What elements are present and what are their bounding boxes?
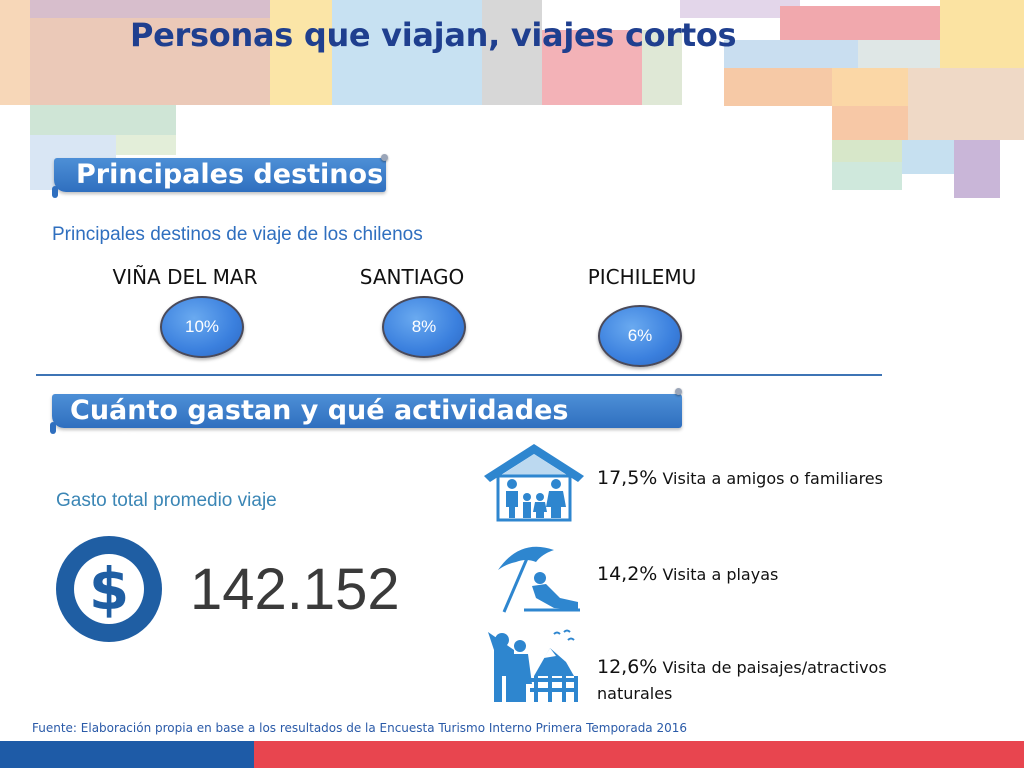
activity-item: 12,6% Visita de paisajes/atractivos natu… [597,654,927,707]
destinations-section-heading: Principales destinos [76,159,384,190]
activity-item: 17,5% Visita a amigos o familiares [597,465,917,492]
destinations-subtitle: Principales destinos de viaje de los chi… [52,224,423,245]
spending-section-heading: Cuánto gastan y qué actividades realizan [70,395,569,460]
bottom-color-bar [0,741,1024,768]
activity-description: Visita a playas [662,565,779,584]
destination-percent-badge: 10% [160,296,244,358]
section-divider [36,374,882,376]
banner-tail [52,186,58,198]
family-house-icon [484,444,584,522]
currency-symbol: $ [74,554,144,624]
destination-name: PICHILEMU [587,265,697,289]
dollar-icon: $ [56,536,162,642]
beach-umbrella-icon [498,546,580,613]
activity-percent: 14,2% [597,563,658,585]
activity-item: 14,2% Visita a playas [597,561,917,588]
spend-amount: 142.152 [190,557,400,622]
destinations-section-banner: Principales destinos [52,154,388,198]
activity-description: Visita de paisajes/atractivos naturales [597,658,887,703]
destination-percent-badge: 6% [598,305,682,367]
page-title: Personas que viajan, viajes cortos [130,16,737,54]
activity-percent: 17,5% [597,467,658,489]
banner-tail [50,422,56,434]
bottom-bar-red-segment [254,741,1024,768]
activity-description: Visita a amigos o familiares [662,469,883,488]
destination-name: VIÑA DEL MAR [112,265,258,289]
destination-name: SANTIAGO [359,265,465,289]
source-footnote: Fuente: Elaboración propia en base a los… [32,721,688,735]
spend-label: Gasto total promedio viaje [56,490,277,511]
activity-percent: 12,6% [597,656,658,678]
bottom-bar-blue-segment [0,741,254,768]
banner-knob [381,154,388,161]
banner-knob [675,388,682,395]
spending-section-banner: Cuánto gastan y qué actividades realizan [50,388,682,460]
destination-percent-badge: 8% [382,296,466,358]
landscape-couple-icon [488,629,578,702]
